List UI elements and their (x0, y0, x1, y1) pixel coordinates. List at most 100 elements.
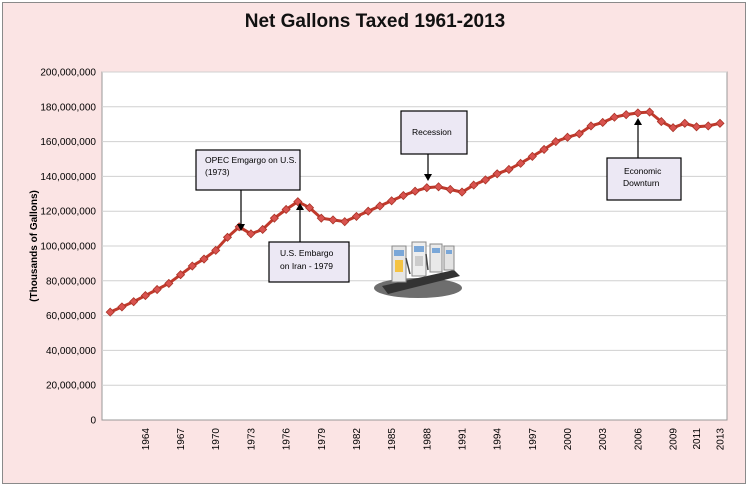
annotation-box-opec (195, 149, 301, 191)
x-tick-label: 1997 (528, 428, 539, 451)
x-tick-label: 2011 (692, 428, 703, 450)
data-point (246, 229, 256, 239)
x-tick-label: 1973 (246, 428, 257, 451)
data-point (492, 169, 502, 179)
data-point (598, 117, 608, 128)
data-point (140, 291, 150, 301)
x-tick-label: 1985 (387, 428, 398, 451)
y-tick-label: 40,000,000 (46, 346, 96, 357)
data-point (129, 297, 139, 307)
data-point (516, 158, 526, 168)
data-point (621, 110, 631, 120)
y-tick-label: 180,000,000 (40, 102, 96, 113)
x-tick-label: 2013 (715, 428, 726, 451)
data-point (387, 196, 397, 206)
data-point (398, 190, 408, 201)
data-point (269, 213, 279, 223)
x-tick-label: 2006 (633, 428, 644, 451)
annotation-text-recession: Recession (412, 127, 452, 137)
data-point (504, 164, 514, 175)
x-tick-label: 2000 (563, 428, 574, 451)
y-tick-label: 20,000,000 (46, 381, 96, 392)
x-tick-label: 1970 (211, 428, 222, 451)
chart-title: Net Gallons Taxed 1961-2013 (244, 11, 506, 32)
x-tick-label: 1991 (457, 428, 468, 451)
data-point (222, 232, 233, 242)
data-point (117, 302, 127, 312)
data-point (328, 215, 338, 225)
data-point (105, 307, 115, 317)
data-point (539, 144, 549, 154)
data-point (656, 117, 666, 127)
annotation-box-downturn (606, 157, 682, 201)
y-tick-label: 80,000,000 (46, 276, 96, 287)
y-tick-label: 100,000,000 (40, 242, 96, 253)
data-point (258, 224, 268, 235)
data-point (668, 123, 678, 133)
y-axis-label: (Thousands of Gallons) (29, 190, 40, 302)
annotation-arrowhead-iran (296, 203, 304, 210)
annotation-text-opec-line1: OPEC Emgargo on U.S. (205, 155, 297, 165)
annotation-text-downturn-line1: Economic (624, 166, 662, 176)
data-point (316, 213, 326, 223)
annotation-opec: OPEC Emgargo on U.S. (1973) (195, 149, 301, 231)
x-tick-label: 2009 (669, 428, 680, 451)
y-tick-label: 120,000,000 (40, 207, 96, 218)
gas-pumps-illustration (374, 241, 462, 298)
y-axis-ticks: 0 20,000,000 40,000,000 60,000,000 80,000,00… (40, 68, 96, 427)
data-point (199, 254, 209, 264)
y-tick-label: 0 (90, 416, 96, 427)
data-point (703, 121, 713, 131)
annotation-text-iran-line2: on Iran - 1979 (280, 261, 333, 271)
annotation-box-iran (268, 241, 350, 283)
annotation-text-downturn-line2: Downturn (623, 178, 660, 188)
data-point (340, 217, 350, 227)
annotation-box-recession (400, 110, 468, 155)
data-point (715, 118, 725, 128)
data-point (527, 151, 537, 161)
x-tick-label: 1979 (317, 428, 328, 451)
annotation-text-iran-line1: U.S. Embargo (280, 248, 334, 258)
data-point (375, 201, 385, 211)
data-point (691, 122, 702, 132)
data-point (175, 270, 186, 280)
y-tick-label: 200,000,000 (40, 68, 96, 79)
x-tick-label: 1994 (493, 428, 504, 451)
data-point (586, 121, 596, 131)
x-tick-label: 2003 (598, 428, 609, 451)
data-point (152, 284, 162, 295)
y-tick-label: 60,000,000 (46, 311, 96, 322)
data-point (445, 184, 455, 195)
annotation-arrowhead-opec (237, 224, 245, 231)
x-tick-label: 1964 (141, 428, 152, 451)
data-point (633, 108, 643, 118)
data-point (281, 204, 291, 215)
data-point (410, 186, 420, 196)
y-tick-label: 160,000,000 (40, 137, 96, 148)
y-tick-label: 140,000,000 (40, 172, 96, 183)
data-point (211, 245, 221, 255)
data-point (551, 137, 561, 147)
data-point (457, 187, 467, 197)
x-tick-label: 1982 (352, 428, 363, 451)
data-point (164, 278, 174, 288)
data-point (187, 261, 197, 271)
data-point (433, 182, 444, 192)
annotation-recession: Recession (400, 110, 468, 181)
data-point (574, 129, 584, 139)
data-point (363, 206, 373, 216)
annotation-iran: U.S. Embargo on Iran - 1979 (268, 203, 350, 283)
data-point (609, 112, 619, 122)
annotation-arrowhead-downturn (634, 118, 642, 125)
annotation-text-opec-line2: (1973) (205, 167, 230, 177)
series-markers (105, 107, 725, 317)
data-point (304, 203, 315, 213)
annotation-downturn: Economic Downturn (606, 118, 682, 201)
data-point (469, 180, 479, 190)
data-point (480, 175, 491, 185)
data-point (680, 118, 690, 128)
x-tick-label: 1988 (422, 428, 433, 451)
annotation-arrowhead-recession (424, 174, 432, 181)
x-tick-label: 1967 (176, 428, 187, 451)
